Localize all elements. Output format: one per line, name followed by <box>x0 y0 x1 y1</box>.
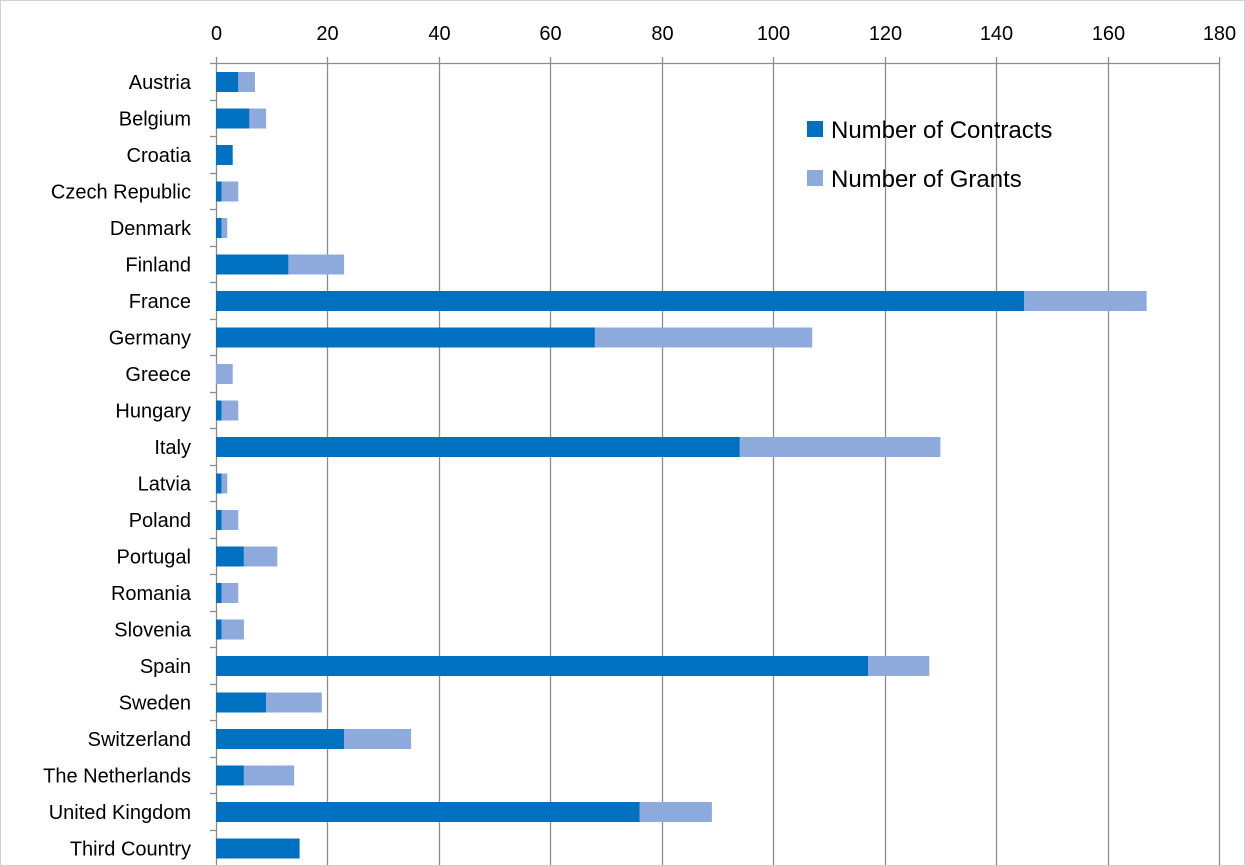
bar-contracts <box>216 619 222 640</box>
category-label: Slovenia <box>114 620 192 642</box>
bar-grants <box>639 802 712 822</box>
bar-contracts <box>216 546 244 567</box>
bar-grants <box>221 181 239 202</box>
bar-contracts <box>216 583 222 603</box>
category-label: Croatia <box>127 145 192 167</box>
bar-grants <box>243 546 278 567</box>
category-label: Third Country <box>70 839 191 861</box>
bar-grants <box>221 400 239 421</box>
bar-contracts <box>216 254 289 275</box>
category-label: Czech Republic <box>51 182 191 204</box>
category-label: United Kingdom <box>49 802 191 824</box>
legend-swatch-grants <box>807 170 823 186</box>
bar-grants <box>238 72 255 92</box>
labels: 0 20 40 60 80 100 120 140 160 180 Austria Belgium Cr… <box>43 23 1236 861</box>
bar-grants <box>266 692 322 713</box>
bar-grants <box>739 437 941 457</box>
category-label: The Netherlands <box>43 766 191 788</box>
bar-contracts <box>216 145 233 165</box>
bar-grants <box>594 327 813 348</box>
bar-contracts <box>216 510 222 530</box>
bar-contracts <box>216 400 222 421</box>
bar-grants <box>216 364 233 384</box>
category-label: Spain <box>140 656 191 678</box>
category-label: Switzerland <box>88 729 191 751</box>
bar-contracts <box>216 802 640 822</box>
legend-label-contracts: Number of Contracts <box>831 117 1052 144</box>
category-label: Italy <box>154 437 191 459</box>
category-label: Belgium <box>119 109 191 131</box>
bars <box>216 72 1147 859</box>
bar-contracts <box>216 656 868 676</box>
bar-contracts <box>216 437 740 457</box>
bar-contracts <box>216 327 595 348</box>
bar-contracts <box>216 473 222 494</box>
bar-grants <box>344 729 412 749</box>
bar-grants <box>288 254 345 275</box>
bar-grants <box>868 656 930 676</box>
bar-grants <box>249 108 267 129</box>
bar-contracts <box>216 72 239 92</box>
legend-label-grants: Number of Grants <box>831 166 1022 193</box>
x-tick-label: 180 <box>1203 23 1236 45</box>
category-label: Romania <box>111 583 192 605</box>
x-tick-label: 40 <box>428 23 450 45</box>
x-tick-label: 60 <box>539 23 561 45</box>
category-label: Finland <box>125 255 191 277</box>
bar-grants <box>1024 291 1147 311</box>
bar-grants <box>221 619 244 640</box>
x-tick-label: 160 <box>1092 23 1125 45</box>
bar-contracts <box>216 838 300 859</box>
bar-contracts <box>216 729 345 749</box>
bar-grants <box>221 473 228 494</box>
category-label: Greece <box>125 364 191 386</box>
bar-contracts <box>216 181 222 202</box>
legend-swatch-contracts <box>807 121 823 137</box>
x-tick-label: 20 <box>316 23 338 45</box>
category-label: Austria <box>129 72 192 94</box>
x-tick-label: 100 <box>757 23 790 45</box>
category-label: Hungary <box>115 401 191 423</box>
bar-grants <box>221 583 239 603</box>
category-label: Sweden <box>119 693 191 715</box>
bar-grants <box>243 765 295 786</box>
category-label: France <box>129 291 191 313</box>
bar-contracts <box>216 108 250 129</box>
bar-contracts <box>216 218 222 238</box>
category-label: Portugal <box>117 547 192 569</box>
x-tick-label: 80 <box>651 23 673 45</box>
bar-contracts <box>216 291 1024 311</box>
x-tick-label: 140 <box>980 23 1013 45</box>
category-label: Germany <box>109 328 191 350</box>
category-label: Poland <box>129 510 191 532</box>
bar-contracts <box>216 692 267 713</box>
bar-grants <box>221 510 239 530</box>
x-tick-label: 0 <box>211 23 222 45</box>
x-tick-label: 120 <box>869 23 902 45</box>
bar-contracts <box>216 765 244 786</box>
category-label: Denmark <box>110 218 192 240</box>
legend: Number of Contracts Number of Grants <box>807 117 1052 193</box>
category-label: Latvia <box>138 474 192 496</box>
bar-grants <box>221 218 228 238</box>
